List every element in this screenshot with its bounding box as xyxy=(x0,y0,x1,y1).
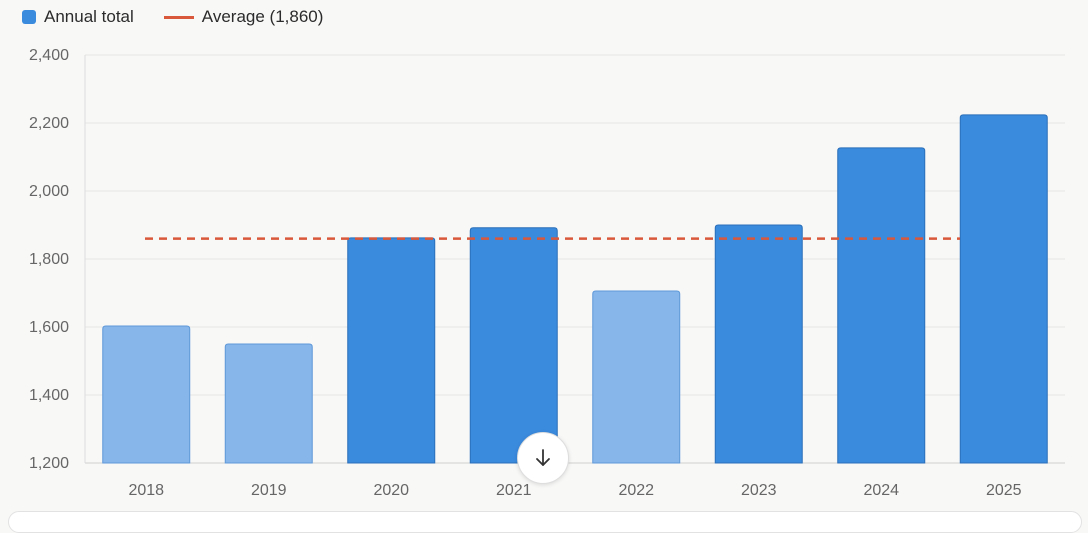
y-tick-label: 2,400 xyxy=(29,47,69,64)
y-tick-label: 1,200 xyxy=(29,455,69,472)
bar-2023[interactable] xyxy=(714,224,803,464)
bar-2025[interactable] xyxy=(959,114,1048,464)
x-tick-label: 2021 xyxy=(496,482,532,499)
arrow-down-icon xyxy=(536,449,550,466)
legend-label-average: Average (1,860) xyxy=(201,7,324,26)
x-axis: 2018 2019 2020 2021 2022 2023 2024 2025 xyxy=(128,482,1021,499)
x-tick-label: 2025 xyxy=(986,482,1022,499)
bar-chart: 1,200 1,400 1,600 1,800 2,000 2,200 2,400 2018… xyxy=(29,47,1065,499)
bars xyxy=(102,114,1048,464)
legend-label-annual-total: Annual total xyxy=(44,7,134,26)
legend: Annual total Average (1,860) xyxy=(22,7,323,27)
y-tick-label: 1,800 xyxy=(29,251,69,268)
y-tick-label: 1,400 xyxy=(29,387,69,404)
x-tick-label: 2022 xyxy=(618,482,654,499)
bar-2018[interactable] xyxy=(102,325,191,464)
x-tick-label: 2019 xyxy=(251,482,287,499)
bar-2021[interactable] xyxy=(469,227,558,464)
legend-item-annual-total[interactable]: Annual total xyxy=(22,7,134,27)
x-tick-label: 2024 xyxy=(863,482,899,499)
x-tick-label: 2020 xyxy=(373,482,409,499)
bar-2019[interactable] xyxy=(224,343,313,464)
bar-2024[interactable] xyxy=(837,147,926,464)
bar-2022[interactable] xyxy=(592,290,681,464)
y-tick-label: 2,200 xyxy=(29,115,69,132)
scroll-down-button[interactable] xyxy=(517,432,569,484)
legend-swatch-annual-total xyxy=(22,10,36,24)
y-axis: 1,200 1,400 1,600 1,800 2,000 2,200 2,400 xyxy=(29,47,86,472)
y-tick-label: 2,000 xyxy=(29,183,69,200)
legend-item-average[interactable]: Average (1,860) xyxy=(163,7,324,27)
bar-2020[interactable] xyxy=(347,237,436,464)
y-tick-label: 1,600 xyxy=(29,319,69,336)
x-tick-label: 2023 xyxy=(741,482,777,499)
legend-swatch-average xyxy=(163,15,194,19)
x-tick-label: 2018 xyxy=(128,482,164,499)
bottom-panel xyxy=(8,511,1082,533)
